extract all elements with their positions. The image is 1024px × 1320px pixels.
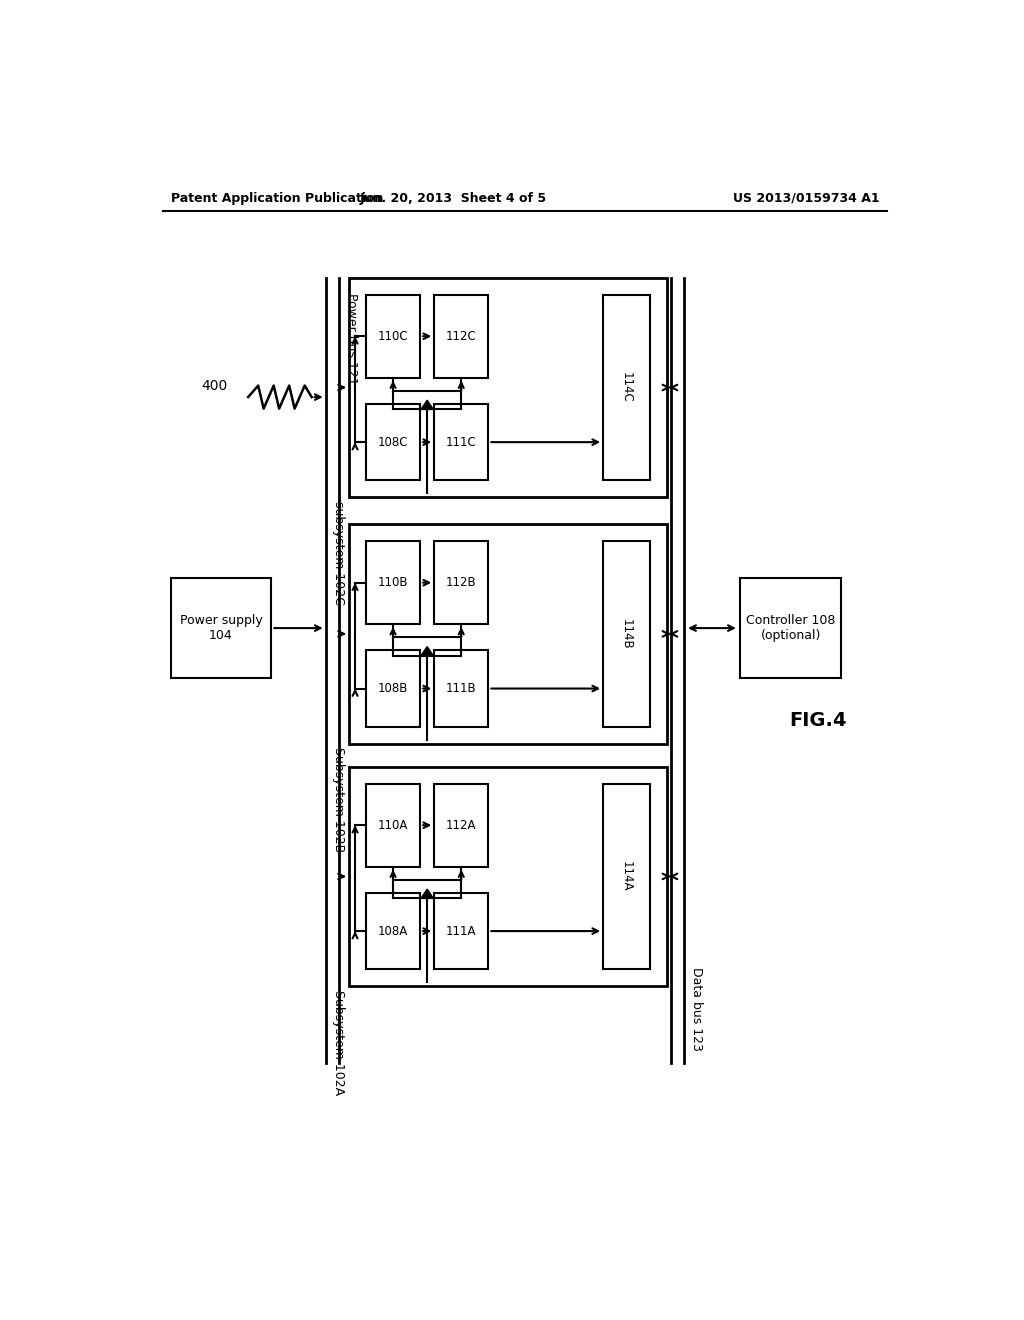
Text: 110B: 110B <box>378 576 409 589</box>
Bar <box>434 892 488 969</box>
Text: 111A: 111A <box>446 924 476 937</box>
Text: Power supply
104: Power supply 104 <box>179 614 262 642</box>
Bar <box>366 892 420 969</box>
Text: 108C: 108C <box>378 436 409 449</box>
Text: Controller 108
(optional): Controller 108 (optional) <box>745 614 836 642</box>
Bar <box>434 651 488 726</box>
Text: Power bus 121: Power bus 121 <box>345 293 358 384</box>
Bar <box>349 524 667 743</box>
Text: Subsystem 102A: Subsystem 102A <box>332 990 345 1096</box>
Text: 111B: 111B <box>445 682 476 696</box>
Text: US 2013/0159734 A1: US 2013/0159734 A1 <box>733 191 880 205</box>
Text: 400: 400 <box>202 379 228 392</box>
Text: 112C: 112C <box>445 330 476 343</box>
Text: Patent Application Publication: Patent Application Publication <box>171 191 383 205</box>
Bar <box>366 541 420 624</box>
Text: 114B: 114B <box>620 619 633 649</box>
Polygon shape <box>421 890 433 899</box>
Text: 110C: 110C <box>378 330 409 343</box>
Bar <box>366 651 420 726</box>
Text: 110A: 110A <box>378 818 409 832</box>
Text: FIG.4: FIG.4 <box>790 711 847 730</box>
Bar <box>434 541 488 624</box>
Bar <box>366 404 420 480</box>
Text: 114C: 114C <box>620 372 633 403</box>
Bar <box>603 541 649 726</box>
Bar <box>603 784 649 969</box>
Bar <box>171 578 271 678</box>
Bar <box>603 294 649 480</box>
Bar <box>740 578 841 678</box>
Bar <box>349 767 667 986</box>
Text: subsystem 102C: subsystem 102C <box>332 502 345 605</box>
Bar <box>434 784 488 867</box>
Text: Jun. 20, 2013  Sheet 4 of 5: Jun. 20, 2013 Sheet 4 of 5 <box>360 191 547 205</box>
Bar <box>366 294 420 378</box>
Text: 111C: 111C <box>445 436 476 449</box>
Bar <box>434 294 488 378</box>
Text: 108A: 108A <box>378 924 409 937</box>
Bar <box>434 404 488 480</box>
Text: 108B: 108B <box>378 682 409 696</box>
Bar <box>349 277 667 498</box>
Bar <box>366 784 420 867</box>
Text: Data bus 123: Data bus 123 <box>690 966 702 1051</box>
Text: 112A: 112A <box>446 818 476 832</box>
Text: 112B: 112B <box>445 576 476 589</box>
Text: Subsystem 102B: Subsystem 102B <box>332 747 345 853</box>
Polygon shape <box>421 647 433 656</box>
Polygon shape <box>421 400 433 409</box>
Text: 114A: 114A <box>620 861 633 892</box>
